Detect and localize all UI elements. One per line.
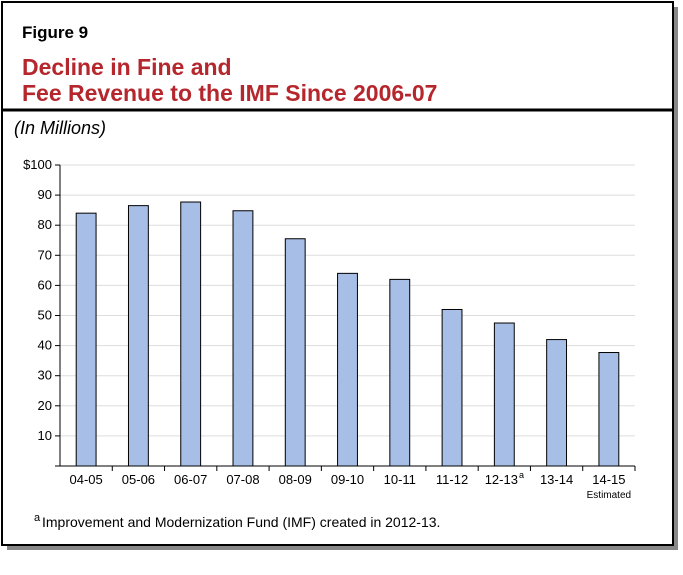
footnote-marker: a (34, 512, 41, 524)
figure-label: Figure 9 (22, 23, 88, 42)
title-line: Decline in Fine and (22, 54, 232, 80)
x-tick-label: 09-10 (331, 472, 364, 487)
plot-area: 10 20 30 40 50 60 70 80 90 $100 04-05 05-06 06-07 07-… (23, 157, 636, 501)
x-tick-label: 11-12 (436, 472, 468, 487)
bar (598, 352, 620, 467)
footnote: Improvement and Modernization Fund (IMF)… (42, 514, 440, 530)
bar (180, 201, 202, 467)
category-superscript: a (519, 470, 524, 480)
y-tick-label: 60 (38, 277, 52, 292)
subtitle: (In Millions) (14, 118, 106, 138)
y-tick-label: 30 (38, 368, 52, 383)
bar (232, 210, 254, 467)
x-tick-label: 10-11 (384, 472, 416, 487)
x-tick-label: 06-07 (174, 472, 207, 487)
bar (389, 278, 411, 467)
bar (127, 205, 149, 467)
y-tick-label: 40 (38, 338, 52, 353)
y-tick-label: 50 (38, 308, 52, 323)
bar (284, 238, 306, 467)
y-tick-label: 80 (38, 217, 52, 232)
x-tick-label: 14-15 (592, 472, 625, 487)
x-tick-label: 05-06 (122, 472, 155, 487)
title-line: Fee Revenue to the IMF Since 2006-07 (22, 80, 437, 106)
x-tick-label: 07-08 (226, 472, 259, 487)
x-tick-label: 08-09 (279, 472, 312, 487)
x-tick-label: 12-13 (485, 472, 518, 487)
bar (493, 322, 515, 467)
y-tick-label: 10 (38, 428, 52, 443)
y-tick-label: $100 (23, 157, 52, 172)
bar (75, 212, 97, 467)
category-sublabel: Estimated (587, 490, 631, 501)
x-tick-label: 04-05 (70, 472, 103, 487)
bar (546, 339, 568, 467)
bar (337, 272, 358, 467)
bar (441, 308, 463, 467)
y-tick-label: 90 (38, 187, 52, 202)
y-tick-label: 70 (38, 247, 52, 262)
y-tick-label: 20 (38, 398, 52, 413)
x-tick-label: 13-14 (540, 472, 573, 487)
